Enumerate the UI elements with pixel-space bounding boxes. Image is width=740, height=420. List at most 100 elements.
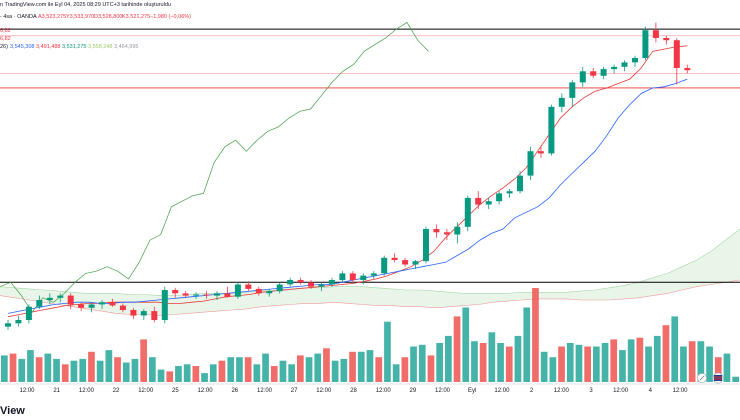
candle[interactable] <box>590 67 597 78</box>
candle[interactable] <box>360 273 367 285</box>
candle[interactable] <box>454 222 461 244</box>
legend-header: n TradingView.com ile Eyl 04, 2025 08:29… <box>0 2 191 50</box>
candle[interactable] <box>161 286 168 324</box>
candle[interactable] <box>172 287 179 298</box>
x-tick-label: 3 <box>589 388 593 394</box>
candle[interactable] <box>328 277 335 287</box>
candle[interactable] <box>443 228 450 241</box>
candle[interactable] <box>297 277 304 285</box>
candle[interactable] <box>391 253 398 263</box>
candle[interactable] <box>151 306 158 323</box>
header-symbol: - 4sa · OANDA <box>0 14 37 20</box>
candle[interactable] <box>370 271 377 279</box>
candle[interactable] <box>558 93 565 113</box>
candle[interactable] <box>381 255 388 276</box>
candle[interactable] <box>140 308 147 321</box>
candle-body <box>506 191 513 194</box>
candle-body <box>234 284 241 297</box>
candle[interactable] <box>109 298 116 307</box>
volume-bar <box>680 346 687 382</box>
candle[interactable] <box>266 288 273 297</box>
candle[interactable] <box>15 315 22 327</box>
candle[interactable] <box>255 286 262 296</box>
candle[interactable] <box>130 307 137 319</box>
candle[interactable] <box>214 291 220 301</box>
candle-body <box>297 280 304 283</box>
candle[interactable] <box>182 291 189 298</box>
candle[interactable] <box>433 224 440 238</box>
candle[interactable] <box>621 60 628 72</box>
candle[interactable] <box>475 191 482 209</box>
header-ichimoku-lag: 3,531,275 <box>62 44 86 50</box>
flag-icon[interactable] <box>712 372 724 384</box>
header-line2: 6,82 <box>0 28 11 34</box>
volume-bar <box>462 307 470 382</box>
candle[interactable] <box>245 281 252 292</box>
candle[interactable] <box>5 320 11 331</box>
candle[interactable] <box>318 282 325 292</box>
candle[interactable] <box>349 271 356 283</box>
candle[interactable] <box>517 171 523 194</box>
x-tick-label: 12:00 <box>198 388 214 394</box>
candle[interactable] <box>193 292 200 299</box>
lagging-line <box>0 21 429 313</box>
candle[interactable] <box>57 293 64 303</box>
volume-bar <box>488 332 496 382</box>
candle[interactable] <box>203 291 210 299</box>
candle[interactable] <box>485 197 492 209</box>
candle-body <box>15 320 22 324</box>
candle[interactable] <box>78 302 85 312</box>
candle[interactable] <box>423 226 429 264</box>
candle[interactable] <box>548 104 555 156</box>
candle-body <box>214 293 220 296</box>
candle[interactable] <box>412 260 419 269</box>
volume-bar <box>732 376 739 382</box>
candle-body <box>611 66 618 70</box>
candle[interactable] <box>527 146 534 181</box>
volume-bar <box>122 362 130 382</box>
candle[interactable] <box>36 295 43 309</box>
candle[interactable] <box>652 22 659 43</box>
candle[interactable] <box>224 286 231 298</box>
candle[interactable] <box>234 282 241 299</box>
candle[interactable] <box>506 188 513 198</box>
candle[interactable] <box>402 257 409 267</box>
candle[interactable] <box>119 303 126 313</box>
volume-bar <box>61 364 69 382</box>
candle-body <box>224 293 231 297</box>
ichimoku-cloud <box>0 228 740 316</box>
candle[interactable] <box>308 280 314 289</box>
candle[interactable] <box>611 64 618 74</box>
candle-body <box>621 62 628 67</box>
candle[interactable] <box>632 55 638 67</box>
clock-icon[interactable] <box>697 373 707 383</box>
candle[interactable] <box>464 195 471 232</box>
candle-body <box>402 260 409 265</box>
candle[interactable] <box>642 26 649 61</box>
candle-body <box>182 293 189 296</box>
candle[interactable] <box>496 191 503 205</box>
candle[interactable] <box>600 66 607 80</box>
candle[interactable] <box>287 277 294 287</box>
x-tick-label: 12:00 <box>376 388 392 394</box>
volume-bar <box>140 339 147 382</box>
volume-bar <box>401 357 409 382</box>
candle[interactable] <box>673 37 680 85</box>
volume-bar <box>44 353 52 382</box>
candle[interactable] <box>276 282 283 294</box>
candle[interactable] <box>684 64 691 74</box>
candle[interactable] <box>46 293 53 305</box>
candle[interactable] <box>569 80 576 107</box>
candle[interactable] <box>88 302 95 313</box>
candle[interactable] <box>339 271 346 283</box>
volume-bar <box>35 357 43 382</box>
candle[interactable] <box>99 300 105 309</box>
candle[interactable] <box>579 66 586 87</box>
candle[interactable] <box>663 35 670 45</box>
volume-bar <box>436 343 443 382</box>
candle[interactable] <box>537 146 544 158</box>
candle[interactable] <box>67 293 74 309</box>
candle[interactable] <box>25 304 32 324</box>
